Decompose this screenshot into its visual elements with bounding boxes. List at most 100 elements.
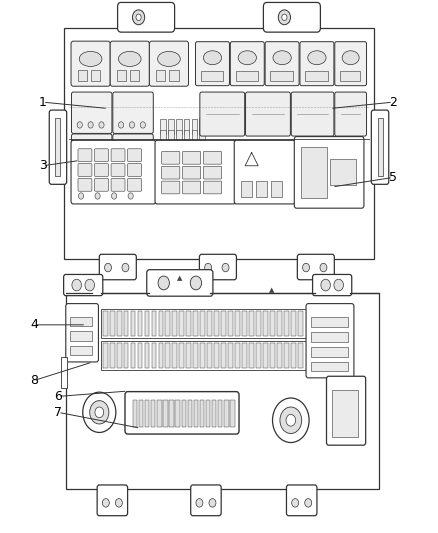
Bar [271, 181, 282, 197]
FancyBboxPatch shape [203, 166, 222, 179]
Bar [311, 362, 348, 372]
Bar [124, 343, 128, 368]
Circle shape [72, 279, 81, 291]
Bar [221, 311, 226, 336]
Bar [176, 151, 182, 166]
Bar [191, 151, 197, 166]
Bar [184, 151, 189, 166]
Text: 6: 6 [54, 390, 62, 403]
Bar [166, 311, 170, 336]
Bar [191, 119, 197, 134]
FancyBboxPatch shape [99, 254, 136, 280]
Circle shape [77, 122, 82, 128]
Circle shape [95, 407, 104, 418]
Bar [228, 343, 233, 368]
Circle shape [140, 163, 145, 169]
Ellipse shape [118, 51, 141, 67]
FancyBboxPatch shape [291, 92, 334, 136]
Bar [186, 343, 191, 368]
Bar [270, 311, 275, 336]
Circle shape [320, 263, 327, 272]
Bar [160, 130, 166, 144]
Bar [70, 317, 92, 326]
Bar [212, 400, 216, 426]
Ellipse shape [158, 51, 180, 67]
FancyBboxPatch shape [78, 179, 92, 191]
Bar [180, 343, 184, 368]
Bar [166, 343, 170, 368]
Circle shape [205, 263, 212, 272]
FancyBboxPatch shape [66, 304, 99, 362]
FancyBboxPatch shape [49, 110, 67, 184]
Circle shape [209, 499, 216, 507]
Bar [298, 311, 303, 336]
Bar [169, 70, 179, 81]
Bar [138, 311, 142, 336]
Circle shape [83, 392, 116, 432]
Circle shape [140, 122, 145, 128]
Bar [131, 311, 135, 336]
Bar [235, 311, 240, 336]
FancyBboxPatch shape [306, 304, 354, 378]
Bar [159, 343, 163, 368]
Bar [117, 311, 121, 336]
Circle shape [158, 276, 170, 290]
Bar [110, 311, 115, 336]
Bar [168, 163, 174, 177]
Bar [199, 151, 205, 166]
FancyBboxPatch shape [127, 164, 141, 176]
Circle shape [128, 193, 133, 199]
Bar [330, 159, 356, 185]
Bar [159, 311, 163, 336]
FancyBboxPatch shape [127, 149, 141, 161]
Bar [214, 311, 219, 336]
Bar [173, 311, 177, 336]
Bar [152, 311, 156, 336]
Bar [55, 118, 60, 176]
FancyBboxPatch shape [125, 392, 239, 434]
Bar [138, 343, 142, 368]
FancyBboxPatch shape [162, 151, 180, 164]
FancyBboxPatch shape [294, 136, 364, 208]
Bar [214, 343, 219, 368]
Bar [207, 343, 212, 368]
Bar [191, 140, 197, 155]
Circle shape [85, 279, 95, 291]
Text: 3: 3 [39, 159, 47, 172]
Bar [163, 400, 168, 426]
FancyBboxPatch shape [78, 164, 92, 176]
Bar [145, 400, 149, 426]
Bar [176, 400, 180, 426]
Bar [139, 400, 143, 426]
FancyBboxPatch shape [71, 41, 110, 86]
FancyBboxPatch shape [313, 274, 352, 296]
Bar [168, 140, 174, 155]
Ellipse shape [136, 14, 141, 20]
Bar [256, 311, 261, 336]
FancyBboxPatch shape [127, 179, 141, 191]
Bar [186, 311, 191, 336]
Bar [133, 400, 137, 426]
Bar [199, 119, 205, 134]
Bar [160, 163, 166, 177]
Bar [230, 400, 235, 426]
Text: ▲: ▲ [268, 287, 274, 293]
Circle shape [118, 122, 124, 128]
Bar [199, 140, 205, 155]
Circle shape [334, 279, 343, 291]
Text: ▲: ▲ [177, 275, 183, 281]
Bar [332, 390, 358, 437]
Bar [168, 130, 174, 144]
Circle shape [88, 163, 93, 169]
Bar [70, 331, 92, 341]
Circle shape [280, 407, 302, 433]
Bar [207, 311, 212, 336]
Circle shape [99, 122, 104, 128]
Bar [199, 163, 205, 177]
Bar [187, 400, 192, 426]
FancyBboxPatch shape [110, 41, 149, 86]
Ellipse shape [282, 14, 287, 20]
Bar [221, 343, 226, 368]
FancyBboxPatch shape [111, 164, 125, 176]
Circle shape [286, 415, 296, 426]
